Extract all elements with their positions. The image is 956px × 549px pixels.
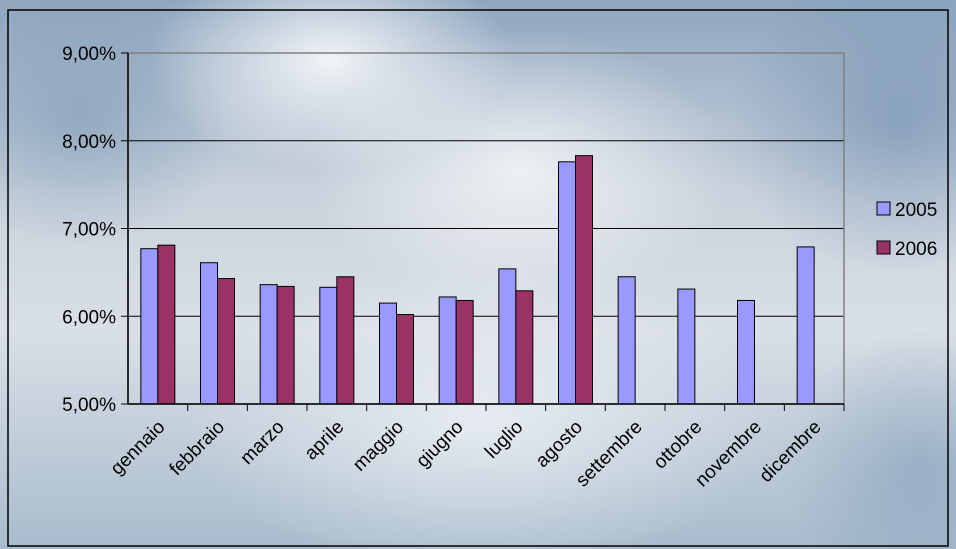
legend: 2005 2006 xyxy=(876,200,937,260)
x-tick-label: dicembre xyxy=(756,417,826,487)
bar-2006-gennaio xyxy=(157,244,176,405)
bar-2005-marzo xyxy=(259,284,278,405)
chart-area-border xyxy=(7,9,949,547)
bar-2005-novembre xyxy=(737,299,755,405)
x-tick-label: febbraio xyxy=(166,417,229,480)
bar-2006-maggio xyxy=(396,313,414,405)
x-tick-label: ottobre xyxy=(650,417,707,474)
bar-2006-agosto xyxy=(575,155,593,405)
bar-2005-luglio xyxy=(498,268,517,405)
axes: 5,00% 6,00% 7,00% 8,00% 9,00% gennaiofebbraio… xyxy=(62,44,845,491)
bar-2005-ottobre xyxy=(677,288,696,405)
bar-2005-gennaio xyxy=(140,248,159,405)
bar-2006-aprile xyxy=(336,276,355,405)
bar-2005-maggio xyxy=(379,302,397,405)
bar-2006-luglio xyxy=(515,290,534,405)
y-tick-label: 5,00% xyxy=(62,395,116,416)
bars xyxy=(140,155,815,405)
y-tick-label: 9,00% xyxy=(62,44,116,65)
x-tick-label: gennaio xyxy=(107,417,170,480)
legend-swatch-2006 xyxy=(876,240,891,255)
x-tick-label: luglio xyxy=(481,417,527,463)
legend-swatch-2005 xyxy=(876,201,891,216)
y-tick-label: 8,00% xyxy=(62,132,116,153)
y-tick-label: 6,00% xyxy=(62,307,116,328)
x-tick-label: marzo xyxy=(237,417,289,469)
gridlines xyxy=(128,140,844,317)
legend-label-2005: 2005 xyxy=(895,200,937,221)
bar-2005-dicembre xyxy=(796,246,815,405)
bar-2005-giugno xyxy=(438,296,457,405)
bar-2005-aprile xyxy=(319,286,338,405)
legend-label-2006: 2006 xyxy=(895,239,937,260)
x-tick-label: maggio xyxy=(349,417,408,476)
bar-2005-febbraio xyxy=(200,262,218,405)
bar-2005-settembre xyxy=(617,276,636,405)
bar-2005-agosto xyxy=(558,161,576,405)
y-tick-label: 7,00% xyxy=(62,220,116,241)
bar-2006-febbraio xyxy=(217,278,235,405)
bar-2006-giugno xyxy=(455,299,474,405)
x-tick-label: aprile xyxy=(301,417,349,465)
bar-2006-marzo xyxy=(276,285,295,405)
x-tick-label: giugno xyxy=(413,417,468,472)
x-tick-label: agosto xyxy=(532,417,587,472)
